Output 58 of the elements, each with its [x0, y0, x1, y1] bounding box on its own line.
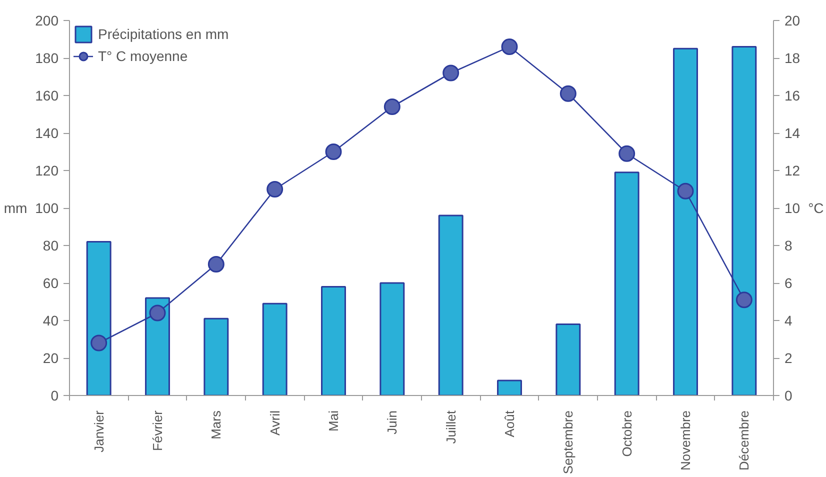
x-tick-label: Septembre: [560, 410, 576, 474]
x-tick-label: Février: [150, 410, 165, 451]
bar: [204, 318, 229, 396]
y-tick-label: 0: [50, 388, 59, 404]
y-tick-label: 120: [35, 162, 59, 178]
point: [501, 38, 518, 55]
bar: [262, 302, 288, 396]
y-tick-label: 20: [42, 350, 59, 366]
bar: [380, 282, 405, 396]
y2-tick-label: 12: [784, 162, 800, 178]
y-tick-label: 200: [35, 12, 59, 28]
y2-tick-label: 16: [784, 88, 800, 104]
y2-tick-label: 18: [784, 50, 800, 66]
point: [677, 182, 694, 200]
x-tick-label: Novembre: [678, 410, 693, 470]
bar: [556, 324, 581, 396]
point: [384, 98, 400, 115]
y-tick-label: 140: [35, 125, 59, 141]
bar: [614, 172, 640, 396]
y-tick-label: 100: [35, 200, 59, 216]
y-tick-label: 180: [35, 50, 59, 66]
y2-tick-label: 8: [784, 238, 792, 254]
point: [560, 85, 576, 102]
y-tick-label: 80: [42, 238, 59, 254]
bar: [497, 380, 522, 396]
y-tick-label: 60: [42, 275, 59, 291]
point: [149, 304, 166, 322]
legend-label: Précipitations en mm: [98, 26, 229, 42]
y2-tick-label: 14: [784, 125, 800, 141]
bar: [438, 214, 464, 396]
x-tick-label: Juin: [384, 410, 400, 434]
x-tick-label: Août: [502, 410, 517, 438]
x-tick-label: Mai: [326, 410, 341, 432]
y2-tick-label: 4: [784, 312, 792, 328]
x-tick-label: Avril: [267, 410, 282, 436]
x-tick-label: Janvier: [91, 410, 106, 452]
y2-tick-label: 20: [784, 12, 800, 28]
point: [325, 144, 342, 160]
y2-tick-label: 2: [784, 350, 792, 366]
y-tick-label: 40: [42, 312, 59, 328]
y2-tick-label: 10: [784, 200, 800, 216]
x-tick-label: Octobre: [619, 410, 634, 457]
x-tick-label: Juillet: [443, 410, 458, 444]
point: [618, 145, 636, 162]
x-tick-label: Mars: [208, 410, 224, 440]
point: [266, 181, 284, 198]
y2-axis-title: °C: [808, 200, 824, 216]
point: [442, 64, 460, 82]
y-axis-title: mm: [4, 200, 28, 216]
y-tick-label: 160: [35, 88, 59, 104]
bar: [321, 286, 346, 396]
y2-tick-label: 0: [784, 388, 792, 404]
point: [736, 292, 752, 308]
y2-tick-label: 6: [784, 275, 792, 291]
point: [90, 334, 108, 352]
point: [208, 256, 224, 272]
legend-label: T° C moyenne: [98, 48, 188, 64]
x-tick-label: Décembre: [736, 410, 752, 470]
